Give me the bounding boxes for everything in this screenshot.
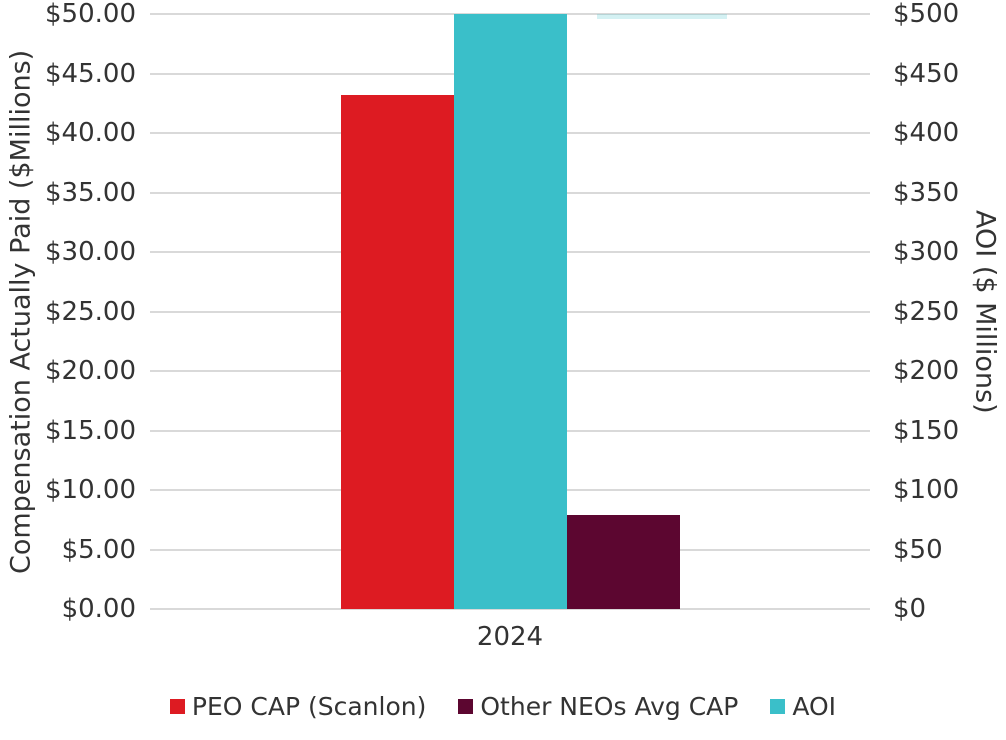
right-tick-labels: $500 $450 $400 $350 $300 $250 $200 $150 $100 $50 $…: [893, 1, 1003, 622]
left-axis-tick-label: $45.00: [45, 58, 136, 89]
legend-swatch-icon: [458, 699, 474, 714]
legend-label: PEO CAP (Scanlon): [191, 692, 427, 721]
left-axis-tick-label: $15.00: [45, 415, 136, 446]
legend-item: PEO CAP (Scanlon): [169, 692, 427, 721]
left-axis-tick-label: $10.00: [45, 475, 136, 505]
legend: PEO CAP (Scanlon) Other NEOs Avg CAP AOI: [0, 692, 1006, 721]
gridline: [150, 608, 870, 610]
bar-aoi: [453, 14, 567, 609]
x-axis-tick-2024: 2024: [476, 622, 544, 652]
legend-swatch-icon: [169, 699, 185, 714]
left-axis-tick-label: $35.00: [45, 177, 136, 208]
right-axis-tick-label: $500: [893, 0, 960, 29]
aoi-bar-overflow-tint: [597, 14, 727, 19]
right-axis-tick-label: $150: [893, 415, 960, 446]
left-axis-tick-label: $20.00: [45, 356, 136, 386]
left-axis-tick-label: $5.00: [61, 534, 136, 565]
right-axis-tick-label: $350: [893, 177, 960, 208]
legend-label: Other NEOs Avg CAP: [480, 692, 739, 721]
bar-other-neos-avg-cap: [566, 515, 680, 609]
left-axis-tick-label: $50.00: [45, 0, 136, 29]
legend-label: AOI: [792, 692, 837, 721]
legend-swatch-icon: [770, 699, 786, 714]
right-axis-tick-label: $400: [893, 118, 960, 148]
bar-peo-cap-scanlon: [340, 94, 454, 609]
right-axis-tick-label: $300: [893, 237, 960, 267]
left-axis-tick-label: $0.00: [61, 594, 136, 624]
right-axis-tick-label: $0: [893, 594, 927, 624]
bars-group: [150, 14, 870, 609]
right-axis-tick-label: $100: [893, 475, 960, 505]
left-axis-tick-label: $30.00: [45, 237, 136, 267]
left-axis-tick-label: $25.00: [45, 296, 136, 327]
right-axis-tick-label: $250: [893, 296, 960, 327]
left-axis-tick-label: $40.00: [45, 118, 136, 148]
left-tick-labels: $50.00 $45.00 $40.00 $35.00 $30.00 $25.00 $20.…: [0, 1, 143, 622]
legend-item: AOI: [770, 692, 836, 721]
right-axis-tick-label: $50: [893, 534, 943, 565]
plot-area: [150, 13, 870, 610]
right-axis-tick-label: $200: [893, 356, 960, 386]
legend-item: Other NEOs Avg CAP: [458, 692, 738, 721]
right-axis-title: AOI ($ Millions): [969, 209, 1001, 414]
right-axis-tick-label: $450: [893, 58, 960, 89]
